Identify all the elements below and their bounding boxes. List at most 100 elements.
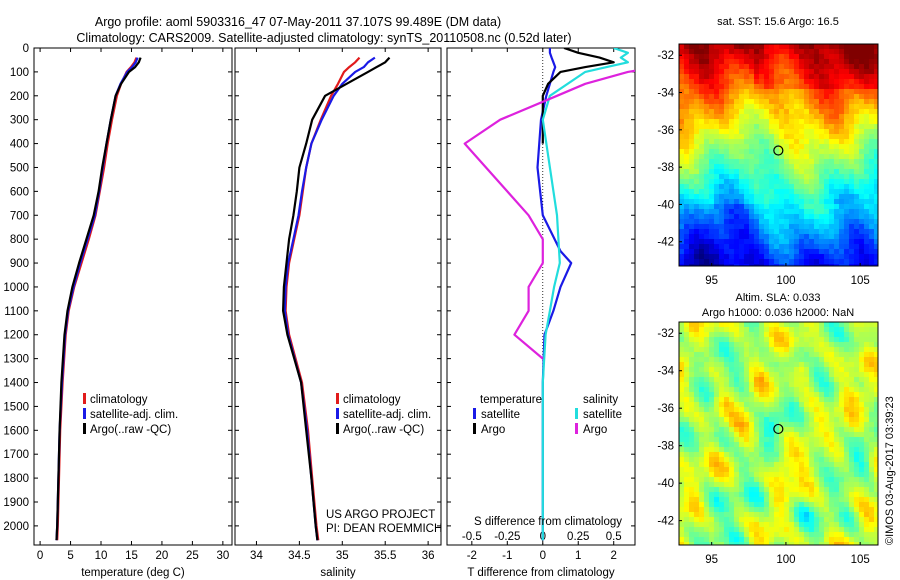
heatmap-cell [869, 432, 875, 438]
heatmap-cell [704, 179, 710, 185]
heatmap-cell [714, 119, 720, 125]
heatmap-cell [694, 94, 700, 100]
heatmap-cell [784, 254, 790, 260]
heatmap-cell [809, 249, 815, 255]
heatmap-cell [794, 492, 800, 498]
heatmap-cell [679, 139, 685, 145]
heatmap-cell [779, 134, 785, 140]
heatmap-cell [694, 377, 700, 383]
heatmap-cell [769, 507, 775, 513]
heatmap-cell [809, 209, 815, 215]
heatmap-cell [729, 367, 735, 373]
heatmap-cell [834, 204, 840, 210]
heatmap-cell [724, 322, 730, 328]
heatmap-cell [694, 347, 700, 353]
heatmap-cell [874, 219, 880, 225]
heatmap-cell [739, 362, 745, 368]
heatmap-cell [814, 342, 820, 348]
heatmap-cell [744, 537, 750, 543]
heatmap-cell [839, 422, 845, 428]
heatmap-cell [779, 417, 785, 423]
heatmap-cell [779, 189, 785, 195]
heatmap-cell [799, 392, 805, 398]
heatmap-cell [809, 447, 815, 453]
heatmap-cell [829, 189, 835, 195]
heatmap-cell [799, 342, 805, 348]
heatmap-cell [844, 522, 850, 528]
heatmap-cell [834, 194, 840, 200]
heatmap-cell [684, 139, 690, 145]
heatmap-cell [694, 234, 700, 240]
heatmap-cell [774, 387, 780, 393]
heatmap-cell [769, 532, 775, 538]
heatmap-cell [869, 174, 875, 180]
heatmap-cell [814, 44, 820, 50]
heatmap-cell [769, 337, 775, 343]
heatmap-cell [749, 462, 755, 468]
heatmap-cell [679, 184, 685, 190]
heatmap-cell [729, 119, 735, 125]
heatmap-cell [744, 407, 750, 413]
heatmap-cell [849, 467, 855, 473]
heatmap-cell [719, 114, 725, 120]
x-tick-label: 36 [422, 550, 435, 562]
heatmap-cell [689, 422, 695, 428]
heatmap-cell [779, 164, 785, 170]
heatmap-cell [774, 79, 780, 85]
heatmap-cell [839, 249, 845, 255]
heatmap-cell [834, 109, 840, 115]
heatmap-cell [784, 59, 790, 65]
heatmap-cell [834, 462, 840, 468]
heatmap-cell [804, 332, 810, 338]
heatmap-cell [699, 194, 705, 200]
heatmap-cell [759, 492, 765, 498]
heatmap-cell [749, 467, 755, 473]
heatmap-cell [794, 249, 800, 255]
heatmap-cell [789, 402, 795, 408]
heatmap-cell [829, 194, 835, 200]
heatmap-cell [704, 94, 710, 100]
heatmap-cell [824, 422, 830, 428]
heatmap-cell [704, 244, 710, 250]
heatmap-cell [779, 457, 785, 463]
heatmap-cell [704, 124, 710, 130]
heatmap-cell [784, 109, 790, 115]
heatmap-cell [714, 457, 720, 463]
heatmap-cell [699, 502, 705, 508]
heatmap-cell [759, 194, 765, 200]
heatmap-cell [724, 79, 730, 85]
heatmap-cell [774, 332, 780, 338]
heatmap-cell [784, 79, 790, 85]
heatmap-cell [849, 244, 855, 250]
heatmap-cell [794, 482, 800, 488]
heatmap-cell [849, 432, 855, 438]
heatmap-cell [704, 447, 710, 453]
heatmap-cell [739, 64, 745, 70]
y-tick-label: 600 [10, 186, 29, 198]
heatmap-cell [814, 219, 820, 225]
heatmap-cell [729, 144, 735, 150]
heatmap-cell [774, 352, 780, 358]
heatmap-cell [829, 99, 835, 105]
heatmap-cell [759, 189, 765, 195]
heatmap-cell [874, 184, 880, 190]
heatmap-cell [799, 54, 805, 60]
heatmap-cell [734, 164, 740, 170]
heatmap-cell [689, 149, 695, 155]
heatmap-cell [699, 169, 705, 175]
heatmap-cell [709, 437, 715, 443]
heatmap-cell [734, 352, 740, 358]
heatmap-cell [854, 54, 860, 60]
heatmap-cell [794, 64, 800, 70]
heatmap-cell [714, 362, 720, 368]
heatmap-cell [749, 472, 755, 478]
heatmap-cell [854, 447, 860, 453]
heatmap-cell [839, 174, 845, 180]
heatmap-cell [829, 422, 835, 428]
heatmap-cell [829, 219, 835, 225]
heatmap-cell [829, 532, 835, 538]
heatmap-cell [689, 109, 695, 115]
heatmap-cell [749, 352, 755, 358]
heatmap-cell [724, 407, 730, 413]
heatmap-cell [709, 179, 715, 185]
